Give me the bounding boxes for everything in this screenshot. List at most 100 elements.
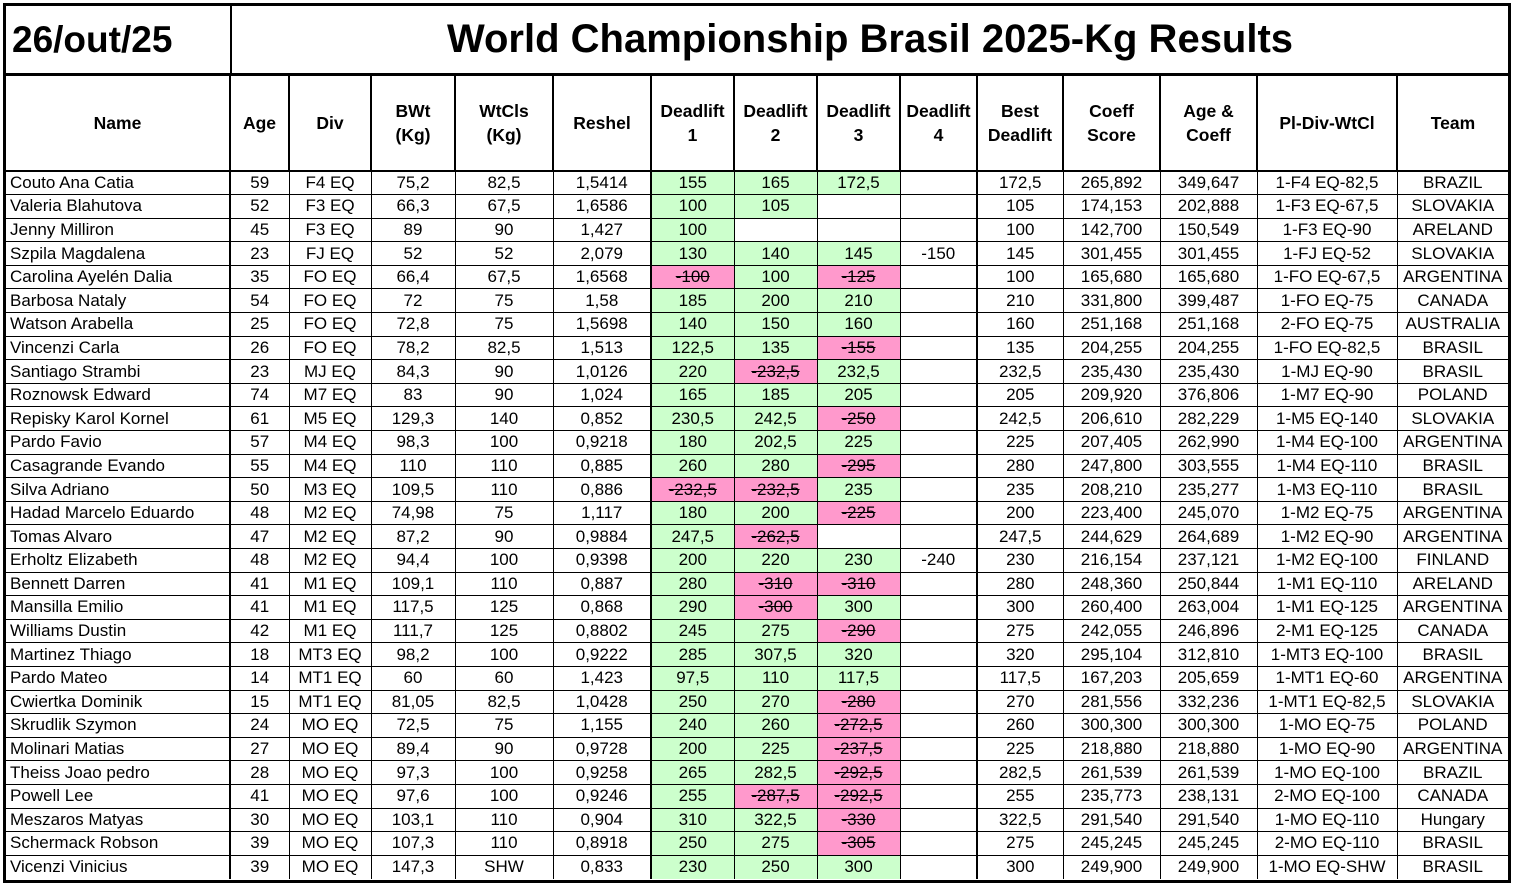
deadlift-1-cell: 250	[651, 831, 735, 856]
deadlift-3-cell: -272,5	[817, 713, 901, 738]
placing-cell: 1-MO EQ-SHW	[1257, 855, 1398, 879]
athlete-name: Schermack Robson	[6, 831, 231, 856]
placing-cell: 1-MO EQ-75	[1257, 713, 1398, 738]
deadlift-2-cell: 105	[734, 194, 818, 219]
reshel-cell: 1,155	[553, 713, 652, 738]
coeff-score-cell: 167,203	[1063, 666, 1161, 691]
division-cell: FO EQ	[289, 265, 372, 290]
age-coeff-cell: 235,277	[1160, 477, 1258, 502]
deadlift-4-cell	[900, 831, 978, 856]
deadlift-3-cell: 117,5	[817, 666, 901, 691]
deadlift-1-cell: 165	[651, 383, 735, 408]
meet-date: 26/out/25	[6, 6, 232, 73]
column-header: Deadlift 4	[900, 76, 978, 172]
coeff-score-cell: 204,255	[1063, 336, 1161, 361]
deadlift-2-cell: 150	[734, 312, 818, 337]
athlete-name: Silva Adriano	[6, 477, 231, 502]
placing-cell: 1-F3 EQ-90	[1257, 218, 1398, 243]
team-cell: SLOVAKIA	[1397, 241, 1508, 266]
deadlift-3-cell	[817, 524, 901, 549]
reshel-cell: 1,5414	[553, 171, 652, 196]
bodyweight-cell: 83	[371, 383, 456, 408]
age-coeff-cell: 312,810	[1160, 642, 1258, 667]
bodyweight-cell: 81,05	[371, 690, 456, 715]
bodyweight-cell: 109,5	[371, 477, 456, 502]
deadlift-4-cell	[900, 690, 978, 715]
deadlift-3-cell: -125	[817, 265, 901, 290]
age-coeff-cell: 332,236	[1160, 690, 1258, 715]
weight-class-cell: 82,5	[455, 690, 554, 715]
deadlift-2-cell: 322,5	[734, 808, 818, 833]
table-body: Couto Ana Catia 59 F4 EQ 75,2 82,5 1,5414 155 1…	[6, 171, 1508, 879]
athlete-name: Vicenzi Vinicius	[6, 855, 231, 879]
deadlift-2-cell: 275	[734, 831, 818, 856]
weight-class-cell: 140	[455, 406, 554, 432]
age-cell: 28	[230, 760, 290, 785]
best-deadlift-cell: 225	[977, 737, 1064, 762]
age-cell: 59	[230, 171, 290, 196]
deadlift-1-cell: 230	[651, 855, 735, 879]
column-header: WtCls (Kg)	[455, 76, 554, 172]
deadlift-1-cell: -232,5	[651, 477, 735, 502]
placing-cell: 2-MO EQ-100	[1257, 784, 1398, 809]
table-row: Bennett Darren 41 M1 EQ 109,1 110 0,887 280 -31…	[6, 572, 1508, 597]
results-sheet: 26/out/25 World Championship Brasil 2025…	[3, 3, 1511, 883]
deadlift-3-cell: -155	[817, 336, 901, 361]
table-row: Szpila Magdalena 23 FJ EQ 52 52 2,079 130 140 14…	[6, 241, 1508, 266]
bodyweight-cell: 72,5	[371, 713, 456, 738]
team-cell: ARGENTINA	[1397, 595, 1508, 620]
placing-cell: 2-M1 EQ-125	[1257, 619, 1398, 644]
bodyweight-cell: 97,3	[371, 760, 456, 785]
team-cell: AUSTRALIA	[1397, 312, 1508, 337]
athlete-name: Williams Dustin	[6, 619, 231, 644]
placing-cell: 1-M3 EQ-110	[1257, 477, 1398, 502]
coeff-score-cell: 261,539	[1063, 760, 1161, 785]
deadlift-4-cell	[900, 642, 978, 667]
bodyweight-cell: 87,2	[371, 524, 456, 549]
bodyweight-cell: 72,8	[371, 312, 456, 337]
athlete-name: Repisky Karol Kornel	[6, 406, 231, 432]
title-row: 26/out/25 World Championship Brasil 2025…	[6, 6, 1508, 76]
reshel-cell: 0,868	[553, 595, 652, 620]
coeff-score-cell: 209,920	[1063, 383, 1161, 408]
coeff-score-cell: 218,880	[1063, 737, 1161, 762]
athlete-name: Molinari Matias	[6, 737, 231, 762]
deadlift-3-cell	[817, 194, 901, 219]
weight-class-cell: 67,5	[455, 265, 554, 290]
deadlift-4-cell	[900, 666, 978, 691]
best-deadlift-cell: 100	[977, 265, 1064, 290]
coeff-score-cell: 248,360	[1063, 572, 1161, 597]
deadlift-3-cell: -295	[817, 454, 901, 479]
best-deadlift-cell: 282,5	[977, 760, 1064, 785]
column-header: Deadlift 2	[734, 76, 818, 172]
column-header-text: Coeff	[1089, 101, 1134, 121]
coeff-score-cell: 251,168	[1063, 312, 1161, 337]
reshel-cell: 0,8918	[553, 831, 652, 856]
deadlift-1-cell: 245	[651, 619, 735, 644]
age-cell: 30	[230, 808, 290, 833]
deadlift-4-cell	[900, 288, 978, 314]
reshel-cell: 1,117	[553, 501, 652, 526]
coeff-score-cell: 281,556	[1063, 690, 1161, 715]
column-header-text: Deadlift	[826, 101, 891, 121]
deadlift-2-cell: 100	[734, 265, 818, 290]
best-deadlift-cell: 320	[977, 642, 1064, 667]
table-row: Couto Ana Catia 59 F4 EQ 75,2 82,5 1,5414 155 1…	[6, 171, 1508, 196]
deadlift-2-cell: 165	[734, 171, 818, 196]
team-cell: CANADA	[1397, 288, 1508, 314]
reshel-cell: 1,6586	[553, 194, 652, 219]
division-cell: F4 EQ	[289, 171, 372, 196]
reshel-cell: 0,9398	[553, 548, 652, 573]
coeff-score-cell: 208,210	[1063, 477, 1161, 502]
bodyweight-cell: 97,6	[371, 784, 456, 809]
deadlift-1-cell: 130	[651, 241, 735, 266]
division-cell: FO EQ	[289, 312, 372, 337]
age-coeff-cell: 262,990	[1160, 430, 1258, 455]
placing-cell: 1-FO EQ-82,5	[1257, 336, 1398, 361]
coeff-score-cell: 244,629	[1063, 524, 1161, 549]
team-cell: Hungary	[1397, 808, 1508, 833]
deadlift-1-cell: 185	[651, 288, 735, 314]
division-cell: M7 EQ	[289, 383, 372, 408]
deadlift-2-cell: 202,5	[734, 430, 818, 455]
deadlift-4-cell: -150	[900, 241, 978, 266]
